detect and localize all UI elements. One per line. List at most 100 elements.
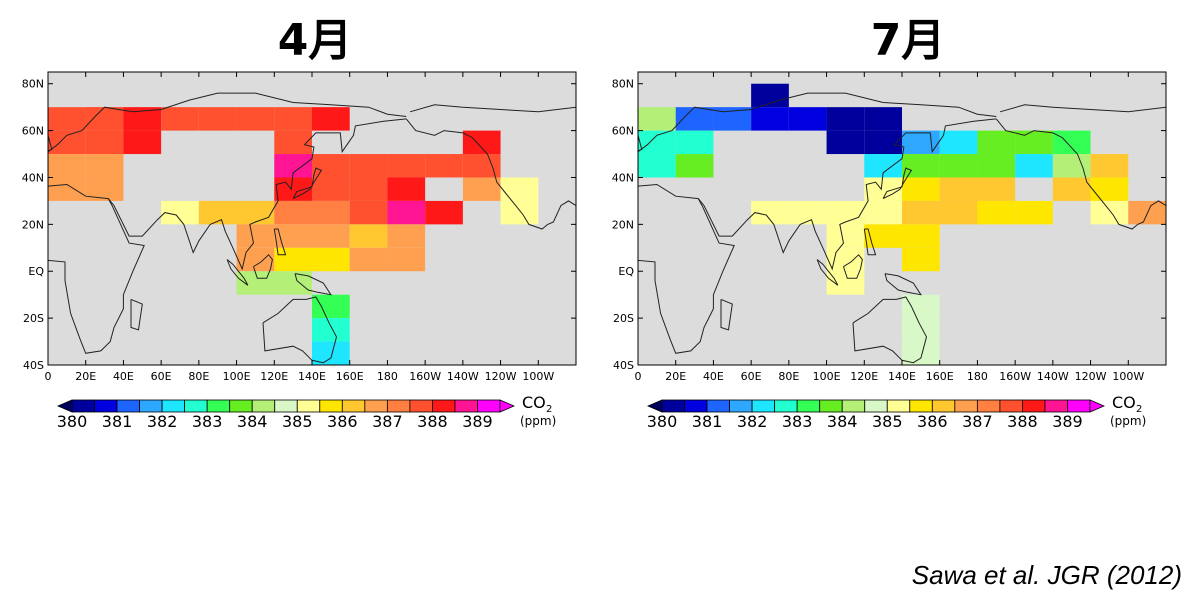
- coastline: [638, 92, 997, 171]
- data-cell: [48, 154, 86, 178]
- lon-label: 160W: [999, 370, 1031, 383]
- colorbar-swatch: [841, 399, 866, 413]
- data-cell: [939, 200, 978, 225]
- data-cell: [274, 154, 312, 178]
- colorbar-swatch: [999, 399, 1023, 413]
- lon-label: 160E: [336, 370, 364, 383]
- lon-label: 120E: [260, 370, 288, 383]
- data-cell: [274, 107, 312, 131]
- lon-label: 40E: [113, 370, 134, 383]
- data-cell: [85, 107, 124, 131]
- colorbar-swatch: [71, 399, 95, 413]
- lat-label: 20S: [23, 312, 44, 325]
- coastline: [816, 259, 839, 286]
- data-cell: [902, 200, 940, 225]
- panel-july: 7月 80N 60N 40N 20N EQ 20S 40S 0 20E 40E 60E 80E 100E…: [590, 0, 1190, 460]
- data-cell: [312, 294, 350, 319]
- data-cell: [462, 130, 501, 155]
- lon-label: 100E: [223, 370, 251, 383]
- data-cell: [387, 177, 426, 201]
- lat-label: 80N: [22, 78, 44, 91]
- data-cell: [1015, 130, 1053, 155]
- data-cell: [85, 154, 124, 178]
- data-cell: [826, 130, 865, 155]
- data-cell: [274, 177, 312, 201]
- data-cell: [751, 107, 789, 131]
- data-cell: [939, 130, 978, 155]
- data-cell: [198, 200, 237, 225]
- lat-label: 40S: [23, 359, 44, 372]
- data-cell: [500, 177, 539, 201]
- colorbar-swatch: [296, 399, 321, 413]
- colorbar-swatch: [454, 399, 478, 413]
- colorbar-swatch: [1067, 399, 1091, 413]
- coastline: [405, 118, 576, 230]
- colorbar-swatch: [886, 399, 911, 413]
- colorbar-unit: CO: [522, 393, 546, 412]
- data-cell: [312, 247, 350, 272]
- coastline: [884, 273, 922, 296]
- lon-label: 140W: [447, 370, 479, 383]
- data-cell: [1052, 154, 1091, 178]
- data-cell: [349, 177, 388, 201]
- panel-title: 4月: [277, 15, 353, 66]
- coastline: [273, 228, 287, 256]
- data-cell: [675, 154, 714, 178]
- data-cell: [977, 200, 1016, 225]
- lat-label: 60N: [612, 125, 634, 138]
- data-cell: [274, 224, 312, 248]
- colorbar-swatch: [751, 399, 776, 413]
- colorbar-label: 389: [462, 412, 493, 431]
- data-cell: [826, 107, 865, 131]
- colorbar-swatch: [161, 399, 186, 413]
- lon-label: 140W: [1037, 370, 1069, 383]
- data-cell: [864, 177, 902, 201]
- lat-label: 40N: [22, 171, 44, 184]
- data-cell: [751, 83, 789, 108]
- data-cell: [198, 107, 237, 131]
- lon-label: 0: [45, 370, 52, 383]
- colorbar-swatch: [432, 399, 456, 413]
- coastline: [995, 118, 1166, 230]
- panel-april: 4月 80N 60N 40N 20N EQ 20S 40S 0 20E 40E 60E 80E 100E…: [0, 0, 600, 460]
- colorbar-label: 383: [192, 412, 223, 431]
- colorbar-swatch: [796, 399, 821, 413]
- colorbar-label: 386: [327, 412, 358, 431]
- lon-label: 160W: [409, 370, 441, 383]
- data-cell: [864, 154, 902, 178]
- coastline: [48, 92, 407, 171]
- data-cell: [638, 154, 676, 178]
- data-cell: [387, 154, 426, 178]
- lon-label: 140E: [298, 370, 326, 383]
- colorbar-unit-subscript: 2: [546, 404, 552, 415]
- data-cell: [274, 130, 312, 155]
- data-cell: [236, 224, 275, 248]
- data-cell: [387, 200, 426, 225]
- colorbar-label: 385: [282, 412, 313, 431]
- lat-label: 80N: [612, 78, 634, 91]
- coastline: [48, 183, 145, 354]
- colorbar-label: 389: [1052, 412, 1083, 431]
- lon-label: 40E: [703, 370, 724, 383]
- colorbar-swatch: [909, 399, 933, 413]
- coastline: [638, 183, 735, 354]
- data-cell: [902, 177, 940, 201]
- panel-title: 7月: [870, 15, 946, 66]
- lon-label: 100W: [522, 370, 554, 383]
- data-cell: [500, 200, 539, 225]
- colorbar-swatch: [684, 399, 708, 413]
- data-cell: [48, 177, 86, 201]
- colorbar-swatch: [1044, 399, 1068, 413]
- colorbar-label: 380: [57, 412, 88, 431]
- coastline: [863, 228, 877, 256]
- colorbar-label: 384: [237, 412, 268, 431]
- data-cell: [638, 107, 676, 131]
- data-cell: [939, 154, 978, 178]
- colorbar-label: 383: [782, 412, 813, 431]
- data-cell: [1052, 177, 1091, 201]
- data-cell: [864, 224, 902, 248]
- colorbar-swatch: [251, 399, 276, 413]
- data-cell: [349, 247, 388, 272]
- colorbar-swatch: [819, 399, 843, 413]
